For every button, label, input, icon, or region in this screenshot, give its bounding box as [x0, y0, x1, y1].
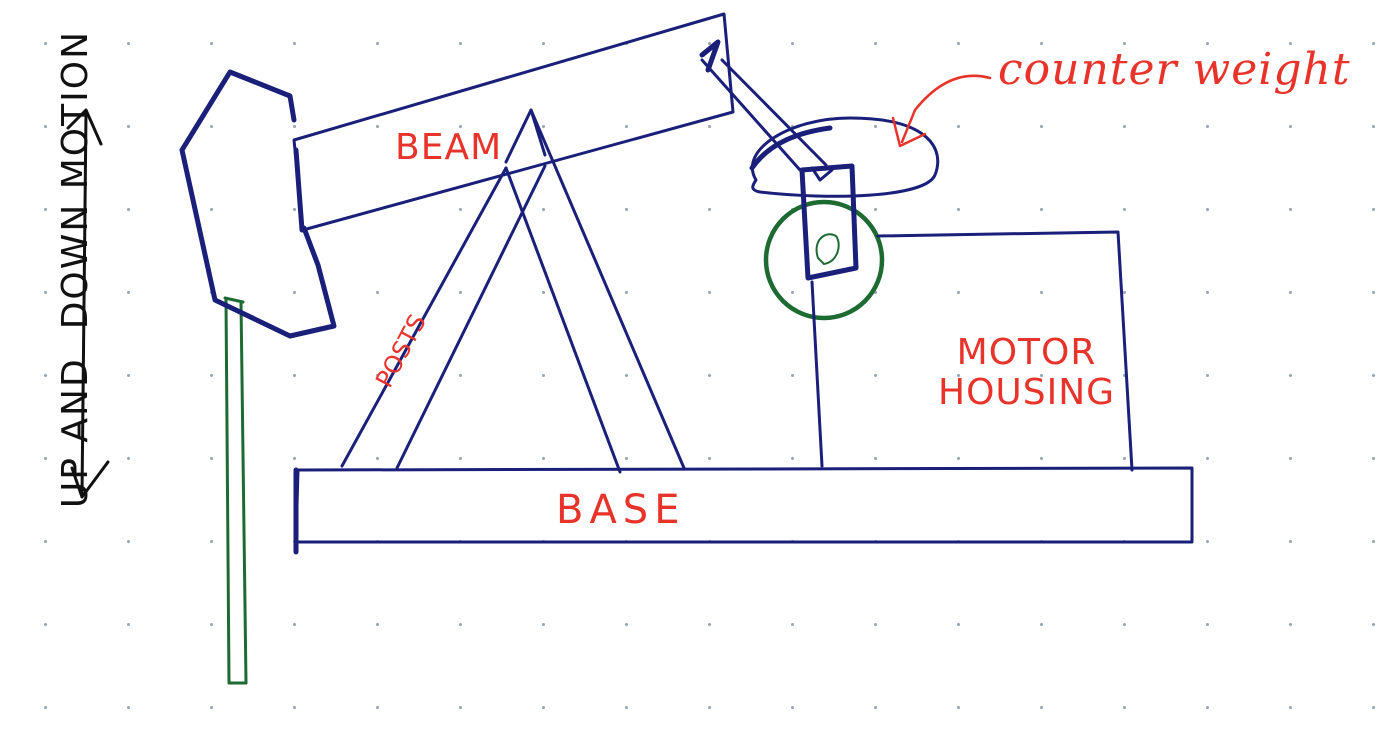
counter-weight — [750, 116, 940, 198]
motion-arrow — [66, 108, 110, 499]
beam-label: BEAM — [395, 127, 503, 168]
horse-head — [179, 69, 337, 339]
polished-rod — [223, 296, 248, 685]
beam — [292, 12, 735, 232]
crank-pin — [815, 233, 840, 265]
motion-label-word1: UP AND — [55, 357, 96, 509]
base — [294, 466, 1194, 544]
samson-posts — [340, 108, 686, 474]
counter-weight-edge — [749, 125, 833, 171]
motor-housing-label-line2: HOUSING — [938, 372, 1116, 414]
pitman-arm — [699, 39, 834, 182]
base-label: BASE — [556, 487, 686, 533]
counter-weight-arrow — [891, 74, 992, 148]
crank-arm — [799, 163, 859, 281]
counter-weight-label: counter weight — [998, 44, 1351, 95]
motion-label-word2: DOWN MOTION — [55, 30, 96, 330]
motor-housing-label-line1: MOTOR — [956, 332, 1097, 373]
motor-housing-label: MOTOR HOUSING — [938, 332, 1116, 414]
motor-housing — [810, 230, 1134, 472]
motion-label: UP AND DOWN MOTION — [55, 30, 96, 509]
crank-circle — [763, 199, 885, 321]
